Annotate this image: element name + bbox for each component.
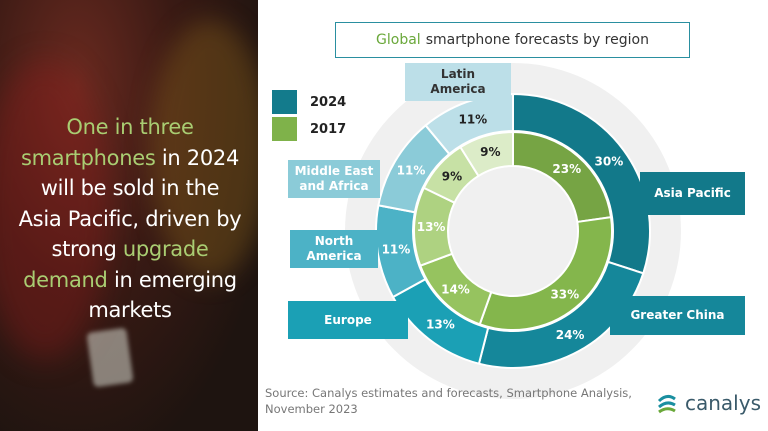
source-line: Source: Canalys estimates and forecasts,…	[265, 386, 632, 400]
background-photo: One in three smartphones in 2024 will be…	[0, 0, 258, 431]
data-label-2024: 11%	[382, 243, 411, 257]
category-label-text: Europe	[324, 312, 372, 327]
category-label-middle-east-africa: Middle East and Africa	[288, 160, 380, 198]
data-label-2017: 23%	[552, 162, 581, 176]
legend-item-2024: 2024	[272, 90, 346, 114]
slice-2017-latin-america	[459, 130, 514, 178]
headline-part: strong	[51, 237, 123, 261]
headline-part: One in three	[66, 115, 194, 139]
data-label-2024: 30%	[595, 154, 624, 168]
source-note: Source: Canalys estimates and forecasts,…	[265, 385, 632, 417]
chart-title: Global smartphone forecasts by region	[335, 22, 690, 58]
data-label-2024: 24%	[556, 328, 585, 342]
source-line: November 2023	[265, 402, 358, 416]
slice-2017-greater-china	[478, 216, 613, 331]
legend-label: 2024	[310, 94, 347, 110]
chart-title-text: smartphone forecasts by region	[425, 32, 649, 48]
legend-label: 2017	[310, 121, 347, 137]
category-label-north-america: North America	[290, 230, 378, 268]
data-label-2024: 11%	[458, 113, 487, 127]
category-label-text: Asia Pacific	[654, 186, 731, 200]
category-label-europe: Europe	[288, 301, 408, 339]
category-label-asia-pacific: Asia Pacific	[640, 172, 745, 215]
headline-part: Asia Pacific, driven by	[18, 206, 242, 231]
data-label-2024: 11%	[397, 164, 426, 178]
category-label-greater-china: Greater China	[610, 296, 745, 335]
category-label-text: Latin America	[430, 67, 486, 96]
headline: One in three smartphones in 2024 will be…	[6, 112, 254, 326]
headline-part: in emerging	[107, 267, 237, 292]
headline-part: upgrade	[122, 237, 209, 261]
headline-part: markets	[88, 298, 172, 322]
legend-item-2017: 2017	[272, 117, 346, 141]
chart-title-prefix: Global	[376, 32, 421, 48]
canalys-logo-text: canalys	[685, 391, 761, 415]
data-label-2017: 33%	[550, 288, 579, 302]
legend-swatch-2024	[272, 90, 297, 114]
data-label-2024: 13%	[426, 318, 455, 332]
legend-swatch-2017	[272, 117, 297, 141]
category-label-text: Middle East and Africa	[294, 164, 374, 193]
category-label-latin-america: Latin America	[405, 63, 511, 101]
data-label-2017: 13%	[417, 220, 446, 234]
headline-part: demand	[23, 267, 108, 292]
category-label-text: Greater China	[630, 308, 725, 322]
data-label-2017: 14%	[441, 282, 470, 296]
canalys-logo-icon	[657, 394, 676, 414]
data-label-2017: 9%	[480, 145, 500, 159]
canalys-logo: canalys	[655, 391, 761, 415]
headline-part: smartphones	[20, 145, 156, 170]
data-label-2017: 9%	[442, 169, 462, 183]
headline-part: in 2024	[155, 145, 240, 170]
headline-part: will be sold in the	[40, 176, 220, 200]
category-label-text: North America	[306, 234, 362, 263]
